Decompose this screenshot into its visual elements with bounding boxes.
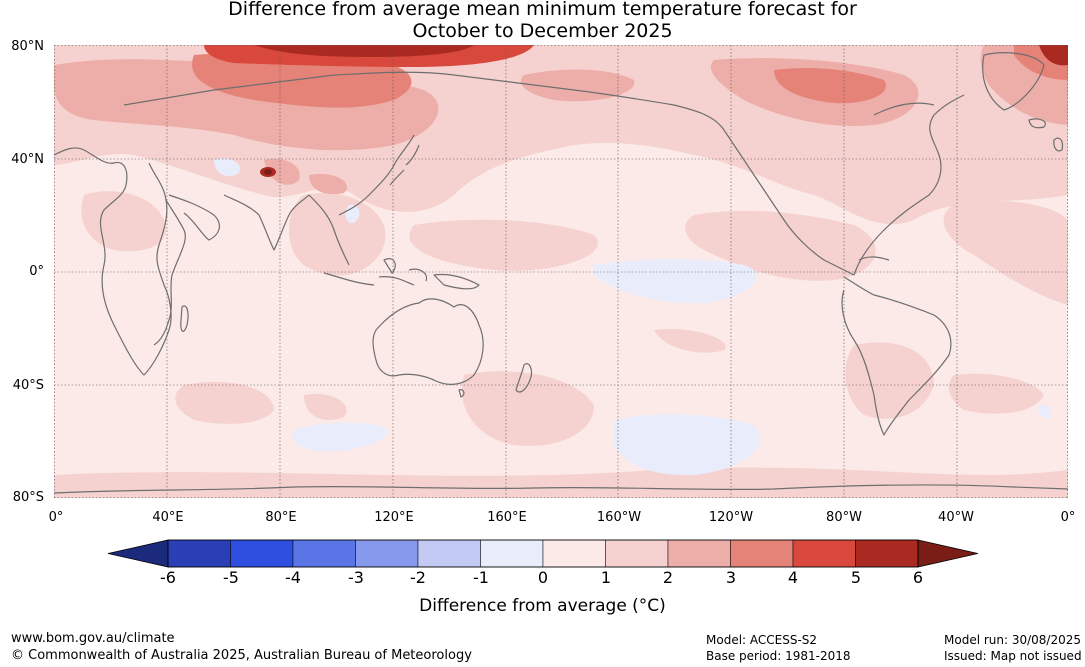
colorbar-tick: 5 [850,568,862,587]
graticule [54,45,1068,498]
anomaly-shading [54,45,1068,498]
colorbar-tick: 2 [662,568,674,587]
footer-model-run: Model run: 30/08/2025 [944,633,1082,647]
map-title-line2: October to December 2025 [412,20,673,42]
colorbar-segment [480,539,544,568]
colorbar-tick: 3 [725,568,737,587]
lon-label-40w: 40°W [938,510,974,525]
lon-label-0-left: 0° [48,510,64,525]
lat-label-40n: 40°N [11,152,44,167]
colorbar-tick: 4 [787,568,799,587]
lon-label-160e: 160°E [487,510,527,525]
colorbar-tick: 1 [600,568,612,587]
lat-label-80s: 80°S [12,490,44,505]
lat-label-80n: 80°N [11,39,44,54]
colorbar-segment [292,539,356,568]
footer-base-period: Base period: 1981-2018 [706,649,851,663]
colorbar-segment [542,539,606,568]
colorbar-segment [167,539,231,568]
colorbar [108,539,978,568]
footer-issued: Issued: Map not issued [944,649,1082,663]
lon-label-120e: 120°E [374,510,414,525]
lat-label-0: 0° [29,264,44,279]
colorbar-extend-low [108,539,169,568]
colorbar-segment [855,539,919,568]
colorbar-tick: 0 [537,568,549,587]
colorbar-segment [605,539,669,568]
footer-model: Model: ACCESS-S2 [706,633,818,647]
lon-label-40e: 40°E [152,510,184,525]
colorbar-tick: -3 [348,568,364,587]
colorbar-tick: -2 [410,568,426,587]
coastlines [54,52,1068,494]
colorbar-segment [667,539,731,568]
map-title-line1: Difference from average mean minimum tem… [228,0,857,20]
colorbar-extend-high [917,539,978,568]
lon-label-120w: 120°W [708,510,754,525]
lon-label-0-right: 0° [1060,510,1076,525]
footer-copyright: © Commonwealth of Australia 2025, Austra… [11,648,472,663]
footer-website: www.bom.gov.au/climate [11,631,175,646]
colorbar-segment [230,539,294,568]
lat-label-40s: 40°S [12,378,44,393]
colorbar-segments [167,539,919,568]
colorbar-tick: -5 [223,568,239,587]
forecast-map [54,45,1068,498]
colorbar-segment [355,539,419,568]
colorbar-tick: -4 [285,568,301,587]
colorbar-segment [792,539,856,568]
colorbar-tick: -6 [160,568,176,587]
lon-label-80w: 80°W [826,510,862,525]
colorbar-tick: 6 [912,568,924,587]
lon-label-160w: 160°W [596,510,642,525]
lon-label-80e: 80°E [265,510,297,525]
colorbar-segment [730,539,794,568]
colorbar-segment [417,539,481,568]
colorbar-label: Difference from average (°C) [419,596,666,616]
colorbar-tick: -1 [473,568,489,587]
colorbar-outline [167,539,919,568]
